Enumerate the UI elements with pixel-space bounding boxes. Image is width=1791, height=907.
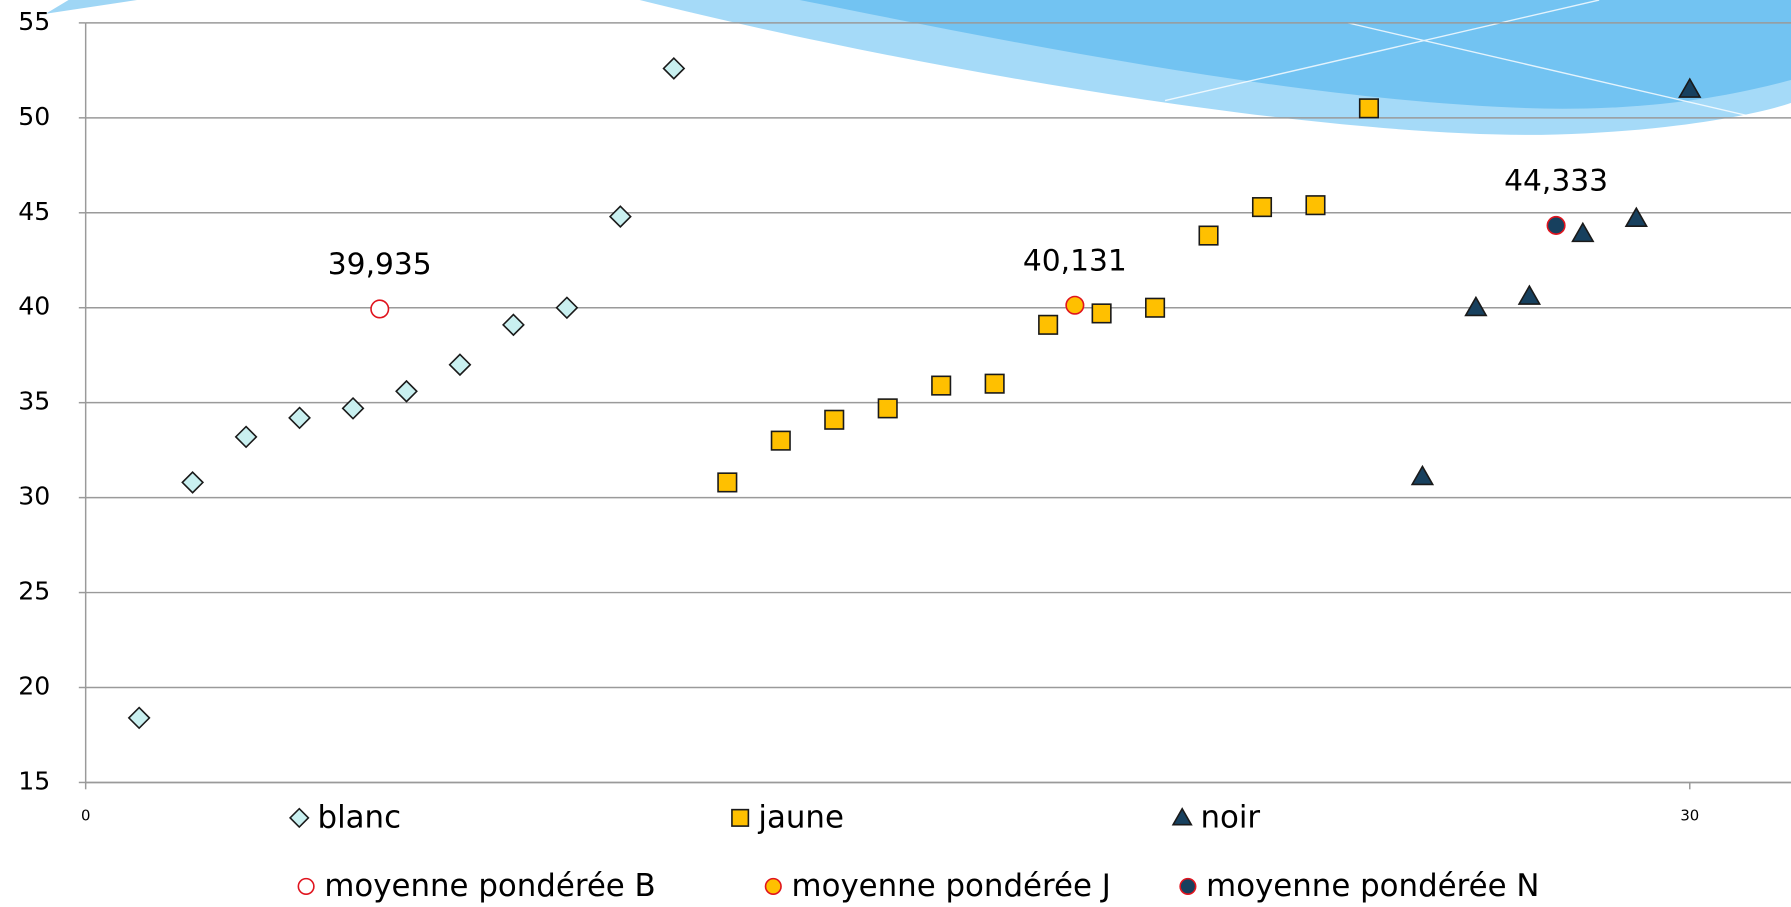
point — [341, 396, 365, 420]
y-tick-label: 15 — [18, 766, 50, 795]
point — [1571, 221, 1595, 243]
point — [1145, 297, 1166, 318]
legend-marker — [1179, 877, 1197, 895]
point — [1464, 295, 1488, 317]
point — [288, 406, 311, 430]
point — [608, 205, 632, 228]
point — [824, 409, 845, 430]
legend-marker — [288, 807, 310, 829]
point — [1410, 464, 1435, 486]
legend-label: moyenne pondérée N — [1206, 868, 1539, 904]
point — [1091, 303, 1112, 324]
point — [127, 706, 151, 730]
legend-label: jaune — [757, 800, 844, 836]
point — [181, 471, 205, 494]
point — [395, 379, 418, 403]
point — [448, 353, 472, 377]
point — [1624, 206, 1648, 227]
point — [555, 296, 579, 320]
point — [931, 375, 952, 396]
x-tick-label: 0 — [81, 808, 90, 825]
point — [1678, 77, 1702, 98]
decoration — [45, 0, 1791, 135]
legend-marker — [764, 877, 782, 895]
point — [1517, 284, 1542, 305]
y-tick-label: 45 — [18, 197, 50, 226]
data-label: 44,333 — [1504, 164, 1608, 199]
legend-label: noir — [1200, 800, 1260, 836]
y-tick-label: 40 — [18, 292, 50, 321]
point — [370, 299, 390, 319]
point — [1198, 225, 1219, 246]
point — [1038, 314, 1059, 335]
legend-marker — [297, 877, 315, 895]
legend-marker — [1171, 807, 1193, 826]
legend-marker — [731, 808, 750, 827]
y-tick-label: 30 — [18, 482, 50, 511]
point — [1546, 215, 1566, 235]
legend-label: moyenne pondérée B — [324, 868, 655, 904]
point — [1358, 98, 1380, 119]
y-tick-label: 20 — [18, 672, 50, 701]
data-label: 40,131 — [1023, 243, 1127, 278]
x-tick-label: 30 — [1680, 808, 1699, 825]
y-tick-label: 35 — [18, 387, 50, 416]
point — [1305, 195, 1326, 216]
point — [234, 425, 258, 449]
point — [984, 373, 1005, 394]
point — [877, 398, 898, 419]
point — [1251, 197, 1273, 218]
y-tick-label: 50 — [18, 102, 50, 131]
y-tick-label: 25 — [18, 577, 50, 606]
point — [1065, 295, 1085, 315]
point — [770, 430, 791, 451]
point — [662, 57, 686, 80]
point — [717, 472, 738, 493]
data-label: 39,935 — [328, 247, 432, 282]
point — [502, 313, 525, 337]
legend-label: moyenne pondérée J — [792, 868, 1111, 904]
y-tick-label: 55 — [18, 7, 50, 36]
legend-label: blanc — [318, 800, 402, 836]
